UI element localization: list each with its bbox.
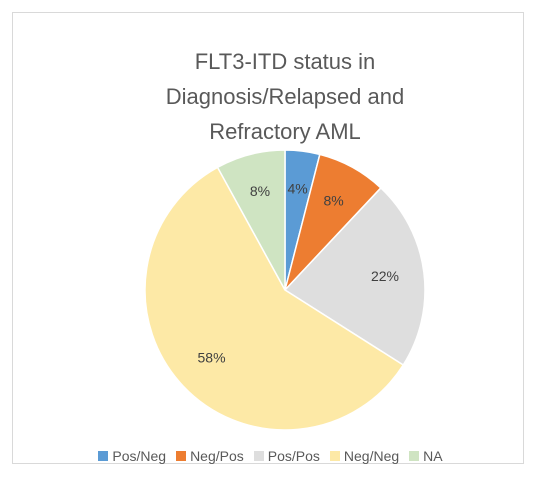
legend-item: Pos/Pos — [253, 448, 320, 464]
legend-label: Pos/Pos — [267, 448, 320, 464]
legend-swatch — [329, 451, 340, 461]
pie-slice — [144, 166, 405, 431]
legend-item: Neg/Neg — [329, 448, 400, 464]
legend-swatch — [253, 451, 264, 461]
data-label: 8% — [250, 183, 270, 199]
legend-swatch — [409, 451, 420, 461]
legend-item: Pos/Neg — [98, 448, 166, 464]
data-label: 22% — [371, 268, 399, 284]
legend-label: Pos/Neg — [112, 448, 167, 464]
legend-item: NA — [409, 448, 443, 464]
legend-swatch — [176, 451, 187, 461]
legend-item: Neg/Pos — [176, 448, 244, 464]
legend-label: Neg/Neg — [343, 448, 400, 464]
pie-slice — [283, 186, 426, 367]
legend-label: Neg/Pos — [190, 448, 244, 464]
data-label: 8% — [323, 192, 343, 208]
legend-swatch — [98, 451, 109, 461]
legend: Pos/Neg Neg/Pos Pos/Pos Neg/Neg NA — [0, 448, 541, 464]
data-label: 58% — [198, 350, 226, 366]
chart-frame — [12, 12, 524, 464]
pie-slice — [216, 149, 286, 291]
chart-title: FLT3-ITD status in Diagnosis/Relapsed an… — [165, 49, 405, 144]
data-label: 4% — [288, 181, 308, 197]
legend-label: NA — [423, 448, 443, 464]
